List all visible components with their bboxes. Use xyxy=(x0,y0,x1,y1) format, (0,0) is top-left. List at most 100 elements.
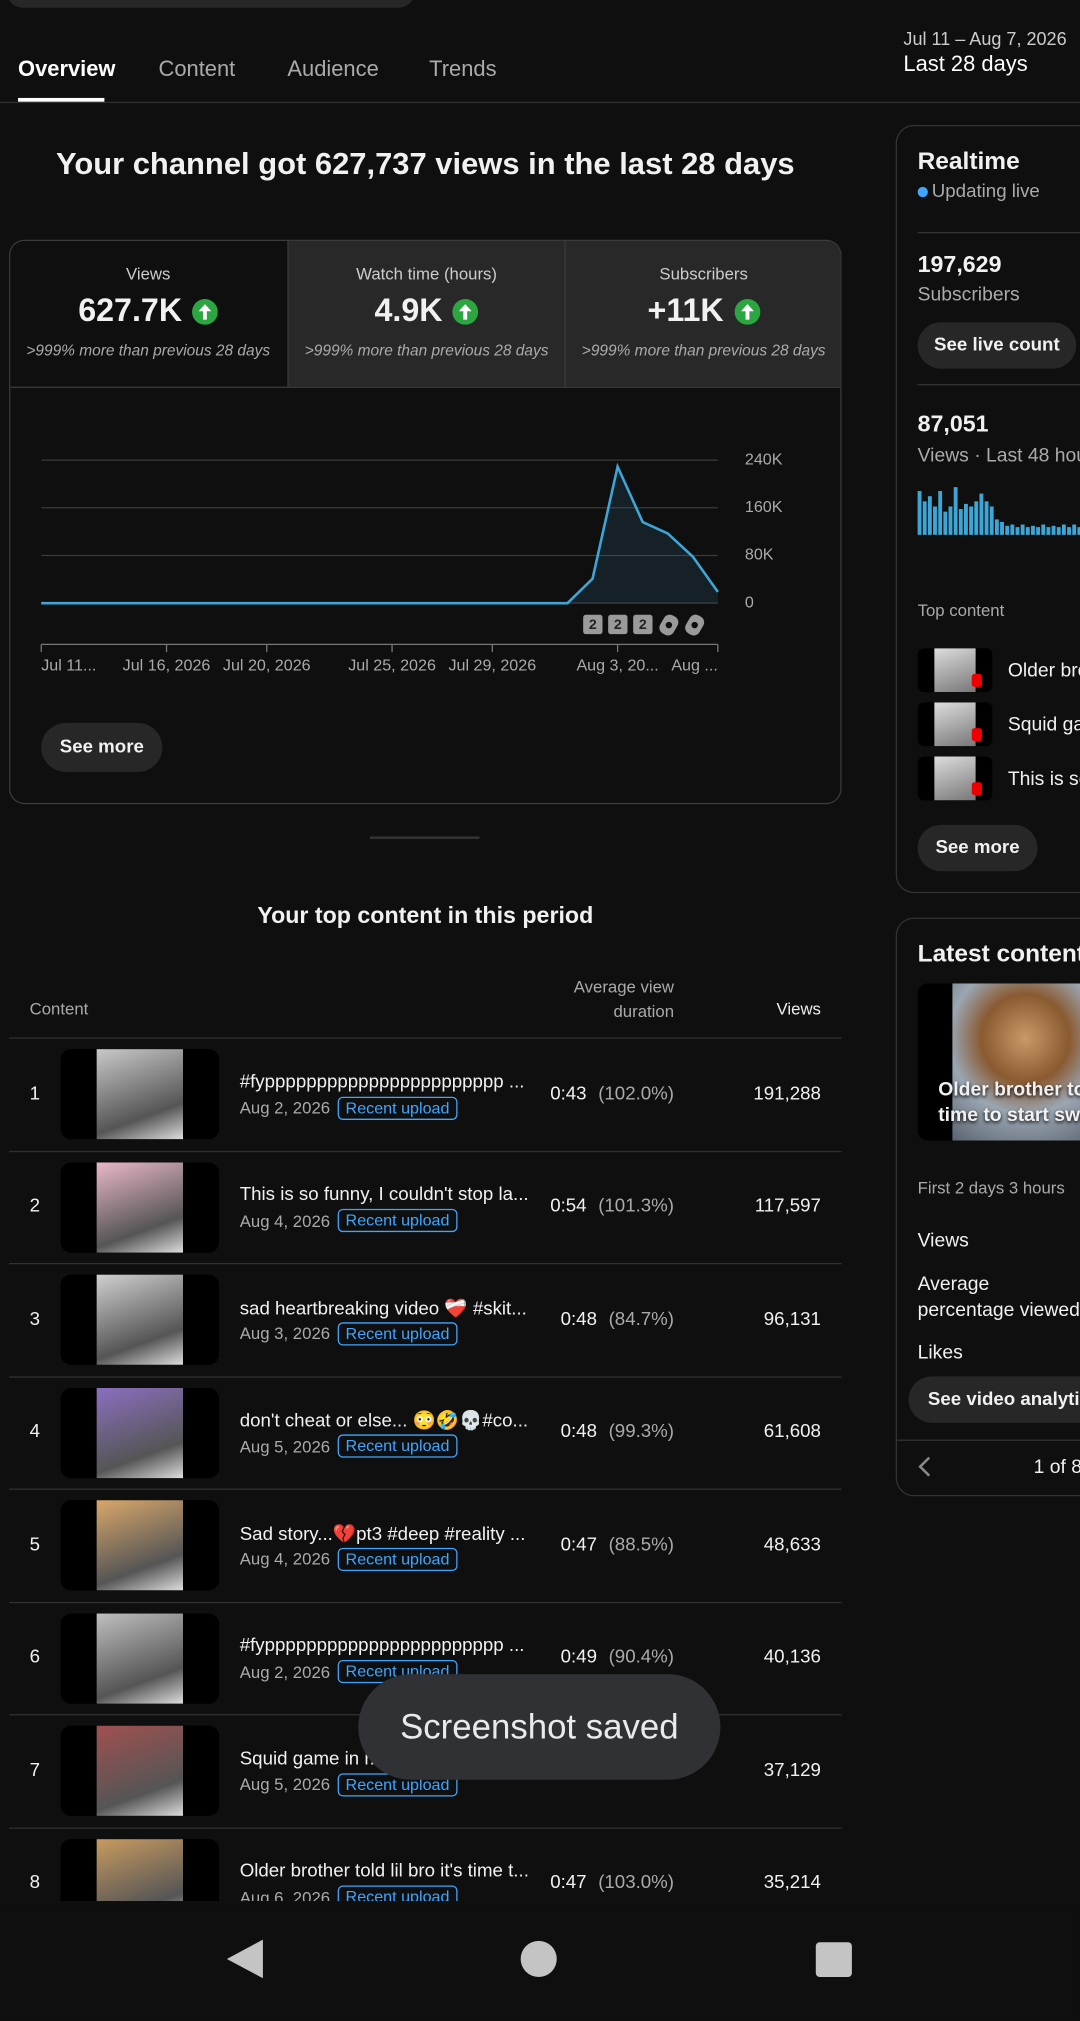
see-more-button[interactable]: See more xyxy=(41,723,163,772)
thumbnail[interactable] xyxy=(60,1612,220,1704)
section-title: Your top content in this period xyxy=(257,902,594,928)
thumbnail[interactable] xyxy=(60,1838,220,1901)
video-title[interactable]: don't cheat or else... 😳🤣💀#co... xyxy=(239,1411,529,1432)
thumbnail[interactable] xyxy=(60,1387,220,1478)
thumbnail-image xyxy=(96,1161,184,1253)
latest-card xyxy=(895,917,1080,1497)
overview-card: Views 627.7K >999% more than previous 28 d… xyxy=(9,239,842,805)
metric-value: +11K xyxy=(647,292,724,329)
search-bar[interactable] xyxy=(6,0,415,8)
marker-box xyxy=(608,614,628,635)
marker-box xyxy=(633,614,653,635)
tab[interactable]: Content xyxy=(158,56,236,82)
realtime-bar xyxy=(1005,525,1009,535)
line xyxy=(41,462,719,605)
realtime-bar xyxy=(1077,527,1080,535)
duration-percent: (101.3%) xyxy=(598,1195,675,1217)
metric-change: >999% more than previous 28 days xyxy=(304,341,549,360)
realtime-bar xyxy=(1041,524,1045,535)
mini-thumbnail[interactable] xyxy=(917,756,993,801)
rank: 8 xyxy=(29,1872,41,1894)
views: 37,129 xyxy=(763,1759,821,1781)
video-title[interactable]: Squid game in r... xyxy=(239,1748,386,1769)
table-body: 1 #fyppppppppppppppppppppppp ... Aug 2, 20… xyxy=(9,1037,842,1901)
thumbnail-caption: Older brother told xyxy=(938,1078,1080,1101)
column-header: Content xyxy=(29,998,89,1019)
up-icon xyxy=(734,298,760,325)
duration-percent: (99.3%) xyxy=(608,1421,675,1443)
metric-tab[interactable]: Watch time (hours) 4.9K >999% more than pr… xyxy=(287,241,565,387)
views: 96,131 xyxy=(763,1308,821,1330)
back-button[interactable] xyxy=(226,1939,263,1979)
handle xyxy=(369,836,480,839)
latest-thumbnail-image xyxy=(952,983,1080,1141)
prev-button[interactable] xyxy=(915,1454,936,1480)
thumbnail[interactable] xyxy=(60,1725,220,1816)
metric-change: >999% more than previous 28 days xyxy=(26,341,271,360)
video-title[interactable]: This is so funny, I couldn't stop la... xyxy=(239,1184,529,1206)
upload-date: Aug 4, 2026 xyxy=(239,1210,331,1231)
views: 35,214 xyxy=(763,1872,821,1894)
realtime-bar xyxy=(1015,527,1019,535)
top-content-title[interactable]: This is so funny xyxy=(1007,768,1080,791)
mini-thumbnail-image xyxy=(934,648,976,693)
thumbnail-image xyxy=(96,1049,184,1140)
date-label[interactable]: Last 28 days xyxy=(903,51,1028,77)
video-title[interactable]: #fyppppppppppppppppppppppp ... xyxy=(239,1635,525,1657)
realtime-bar xyxy=(984,501,988,535)
video-title[interactable]: Sad story...💔pt3 #deep #reality ... xyxy=(239,1523,526,1545)
duration-percent: (88.5%) xyxy=(608,1534,675,1555)
marker-label: 2 xyxy=(589,617,597,633)
chevron xyxy=(918,1456,931,1477)
metric-value: 4.9K xyxy=(374,292,443,329)
mini-thumbnail-image xyxy=(934,756,976,801)
y-tick-label: 240K xyxy=(745,450,783,468)
metric-tab[interactable]: Views 627.7K >999% more than previous 28 d… xyxy=(10,241,287,387)
tab[interactable]: Overview xyxy=(18,56,116,82)
video-title[interactable]: Older brother told lil bro it's time t..… xyxy=(239,1860,529,1882)
marker-box xyxy=(583,614,603,635)
duration-percent: (103.0%) xyxy=(598,1872,675,1894)
x-tick-label: Jul 25, 2026 xyxy=(348,657,436,675)
tab[interactable]: Audience xyxy=(287,56,379,82)
metric-tab[interactable]: Subscribers +11K >999% more than previous … xyxy=(564,241,841,387)
thumbnail-image xyxy=(96,1838,184,1901)
y-tick-label: 160K xyxy=(745,498,783,516)
video-title[interactable]: #fyppppppppppppppppppppppp ... xyxy=(239,1071,525,1093)
duration: 0:48 xyxy=(560,1421,597,1443)
subscriber-label: Subscribers xyxy=(917,283,1020,306)
upload-date: Aug 6, 2026 xyxy=(239,1887,331,1901)
metric-bottom-line xyxy=(10,386,841,388)
realtime-bar xyxy=(1072,524,1076,535)
thumbnail[interactable] xyxy=(60,1049,220,1140)
upload-date: Aug 5, 2026 xyxy=(239,1436,331,1456)
row-divider xyxy=(9,1150,842,1152)
realtime-bar xyxy=(1046,527,1050,535)
home-button[interactable] xyxy=(520,1940,557,1977)
avg-duration: 0:48 (99.3%) xyxy=(494,1422,674,1443)
see-more-button[interactable]: See more xyxy=(917,824,1038,872)
latest-thumbnail[interactable] xyxy=(917,983,1080,1141)
tab[interactable]: Trends xyxy=(429,56,497,82)
shorts-icon-dot xyxy=(691,621,698,629)
live-dot xyxy=(917,186,928,198)
row-divider xyxy=(9,1375,842,1378)
thumbnail-image xyxy=(96,1725,184,1816)
video-title[interactable]: sad heartbreaking video ❤️‍🩹 #skit... xyxy=(239,1298,527,1320)
rank: 7 xyxy=(29,1759,41,1781)
top-content-title[interactable]: Older brother told xyxy=(1007,659,1080,682)
realtime-bar xyxy=(917,491,921,535)
realtime-bar xyxy=(958,509,963,535)
recents-button[interactable] xyxy=(815,1942,852,1977)
column-header: Average view duration xyxy=(573,976,675,1021)
thumbnail[interactable] xyxy=(60,1161,220,1253)
analytics-button[interactable]: See video analytics xyxy=(908,1376,1080,1423)
mini-thumbnail[interactable] xyxy=(917,702,993,747)
thumbnail[interactable] xyxy=(60,1274,220,1365)
top-content-title[interactable]: Squid game in xyxy=(1007,713,1080,736)
thumbnail[interactable] xyxy=(60,1500,220,1591)
live-count-button[interactable]: See live count xyxy=(917,322,1077,369)
duration: 0:47 xyxy=(560,1534,597,1555)
mini-thumbnail[interactable] xyxy=(917,648,993,693)
